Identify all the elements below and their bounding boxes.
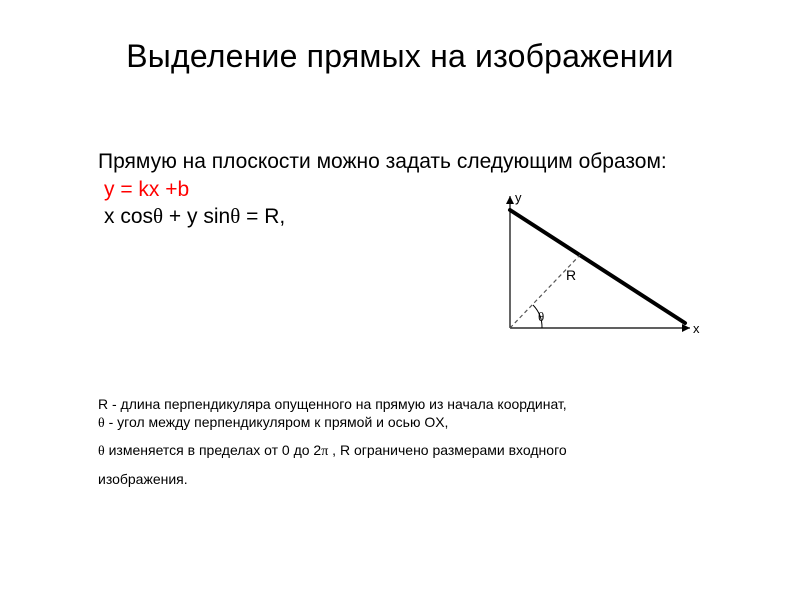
label-theta: θ (538, 309, 544, 324)
desc-line-1: R - длина перпендикуляра опущенного на п… (98, 396, 698, 432)
main-line (510, 210, 685, 323)
desc2a: изменяется в пределах от 0 до 2 (105, 442, 322, 458)
desc1a: R - длина перпендикуляра опущенного на п… (98, 396, 567, 412)
desc1b: - угол между перпендикуляром к прямой и … (105, 414, 449, 430)
slide: Выделение прямых на изображении Прямую н… (0, 0, 800, 600)
theta-symbol: θ (230, 204, 240, 228)
eq2-part2: + y sin (163, 205, 230, 228)
theta-symbol: θ (153, 204, 163, 228)
y-axis-arrow (506, 196, 514, 204)
desc-line-2: θ изменяется в пределах от 0 до 2π , R о… (98, 442, 698, 461)
label-x: x (693, 321, 700, 336)
x-axis-arrow (682, 324, 690, 332)
theta-symbol: θ (98, 416, 105, 431)
intro-text: Прямую на плоскости можно задать следующ… (98, 150, 698, 174)
diagram-svg: x y R θ (480, 188, 700, 348)
theta-symbol: θ (98, 444, 105, 459)
line-diagram: x y R θ (480, 188, 700, 348)
eq2-part1: x cos (104, 205, 153, 228)
desc2b: , R ограничено размерами входного (328, 442, 566, 458)
page-title: Выделение прямых на изображении (0, 38, 800, 75)
label-y: y (515, 190, 522, 205)
eq2-part3: = R, (240, 205, 285, 228)
perpendicular-R (510, 255, 580, 328)
label-R: R (566, 267, 576, 283)
desc-line-3: изображения. (98, 471, 698, 489)
description-block: R - длина перпендикуляра опущенного на п… (98, 396, 698, 498)
